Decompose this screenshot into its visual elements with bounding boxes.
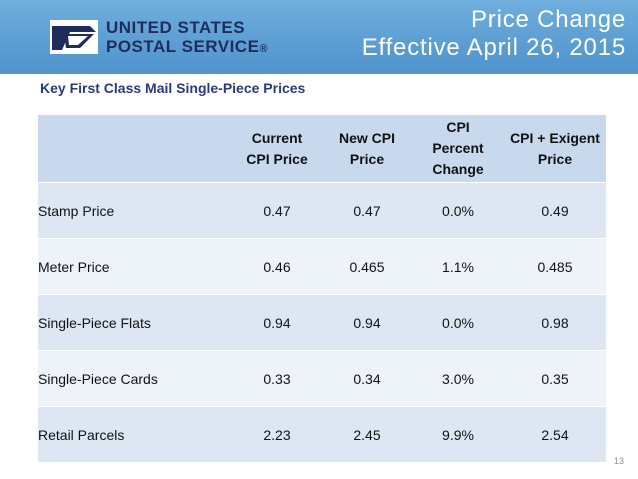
current-cpi-price: 0.94	[232, 294, 322, 351]
header-new-cpi: New CPI Price	[322, 115, 412, 183]
cpi-percent-change: 0.0%	[412, 294, 504, 351]
new-cpi-price: 0.465	[322, 238, 412, 295]
logo-text: UNITED STATES POSTAL SERVICE®	[106, 18, 268, 59]
table-header-row: Current CPI Price New CPI Price CPI Perc…	[38, 115, 606, 183]
title-line-2: Effective April 26, 2015	[361, 34, 626, 61]
cpi-percent-change: 3.0%	[412, 350, 504, 407]
page-number: 13	[613, 456, 624, 466]
header-label	[38, 115, 232, 183]
table-row: Retail Parcels 2.23 2.45 9.9% 2.54	[38, 406, 606, 462]
cpi-exigent-price: 0.49	[504, 182, 606, 239]
header-cpi-exigent: CPI + Exigent Price	[504, 115, 606, 183]
cpi-percent-change: 1.1%	[412, 238, 504, 295]
cpi-exigent-price: 0.35	[504, 350, 606, 407]
registered-mark: ®	[259, 43, 269, 55]
title-line-1: Price Change	[470, 6, 626, 33]
row-label: Meter Price	[38, 238, 232, 295]
table-row: Stamp Price 0.47 0.47 0.0% 0.49	[38, 182, 606, 239]
new-cpi-price: 0.47	[322, 182, 412, 239]
new-cpi-price: 0.34	[322, 350, 412, 407]
cpi-percent-change: 0.0%	[412, 182, 504, 239]
new-cpi-price: 2.45	[322, 406, 412, 462]
current-cpi-price: 0.33	[232, 350, 322, 407]
cpi-exigent-price: 0.98	[504, 294, 606, 351]
header-cpi-percent: CPI Percent Change	[412, 115, 504, 183]
cpi-exigent-price: 2.54	[504, 406, 606, 462]
current-cpi-price: 0.46	[232, 238, 322, 295]
current-cpi-price: 2.23	[232, 406, 322, 462]
header-current-cpi: Current CPI Price	[232, 115, 322, 183]
new-cpi-price: 0.94	[322, 294, 412, 351]
table-row: Meter Price 0.46 0.465 1.1% 0.485	[38, 238, 606, 295]
usps-logo: UNITED STATES POSTAL SERVICE®	[50, 16, 268, 58]
price-table: Current CPI Price New CPI Price CPI Perc…	[38, 115, 606, 462]
table-row: Single-Piece Cards 0.33 0.34 3.0% 0.35	[38, 350, 606, 407]
row-label: Single-Piece Flats	[38, 294, 232, 351]
slide-title: Price Change Effective April 26, 2015	[362, 6, 626, 62]
table-subtitle: Key First Class Mail Single-Piece Prices	[40, 80, 306, 96]
logo-line-1: UNITED STATES	[106, 18, 246, 37]
usps-eagle-icon	[50, 20, 98, 54]
logo-line-2: POSTAL SERVICE	[106, 37, 260, 56]
row-label: Stamp Price	[38, 182, 232, 239]
header-banner: UNITED STATES POSTAL SERVICE® Price Chan…	[0, 0, 638, 74]
cpi-percent-change: 9.9%	[412, 406, 504, 462]
row-label: Single-Piece Cards	[38, 350, 232, 407]
current-cpi-price: 0.47	[232, 182, 322, 239]
cpi-exigent-price: 0.485	[504, 238, 606, 295]
row-label: Retail Parcels	[38, 406, 232, 462]
table-row: Single-Piece Flats 0.94 0.94 0.0% 0.98	[38, 294, 606, 351]
